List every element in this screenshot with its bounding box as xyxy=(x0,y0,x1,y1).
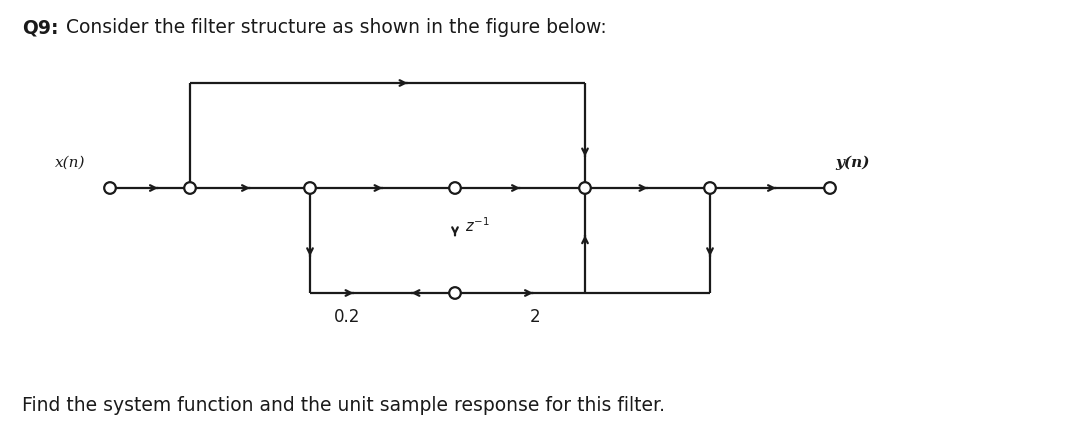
Text: 0.2: 0.2 xyxy=(335,308,361,326)
Text: Q9:: Q9: xyxy=(22,18,58,37)
Circle shape xyxy=(580,183,590,193)
Circle shape xyxy=(450,288,460,298)
Text: $z^{-1}$: $z^{-1}$ xyxy=(465,217,489,235)
Text: y(n): y(n) xyxy=(835,155,869,170)
Circle shape xyxy=(705,183,715,193)
Text: Consider the filter structure as shown in the figure below:: Consider the filter structure as shown i… xyxy=(60,18,607,37)
Circle shape xyxy=(825,183,835,193)
Circle shape xyxy=(305,183,315,193)
Text: 2: 2 xyxy=(529,308,540,326)
Circle shape xyxy=(185,183,194,193)
Text: Find the system function and the unit sample response for this filter.: Find the system function and the unit sa… xyxy=(22,396,665,415)
Circle shape xyxy=(450,183,460,193)
Circle shape xyxy=(105,183,114,193)
Text: x(n): x(n) xyxy=(55,156,85,170)
